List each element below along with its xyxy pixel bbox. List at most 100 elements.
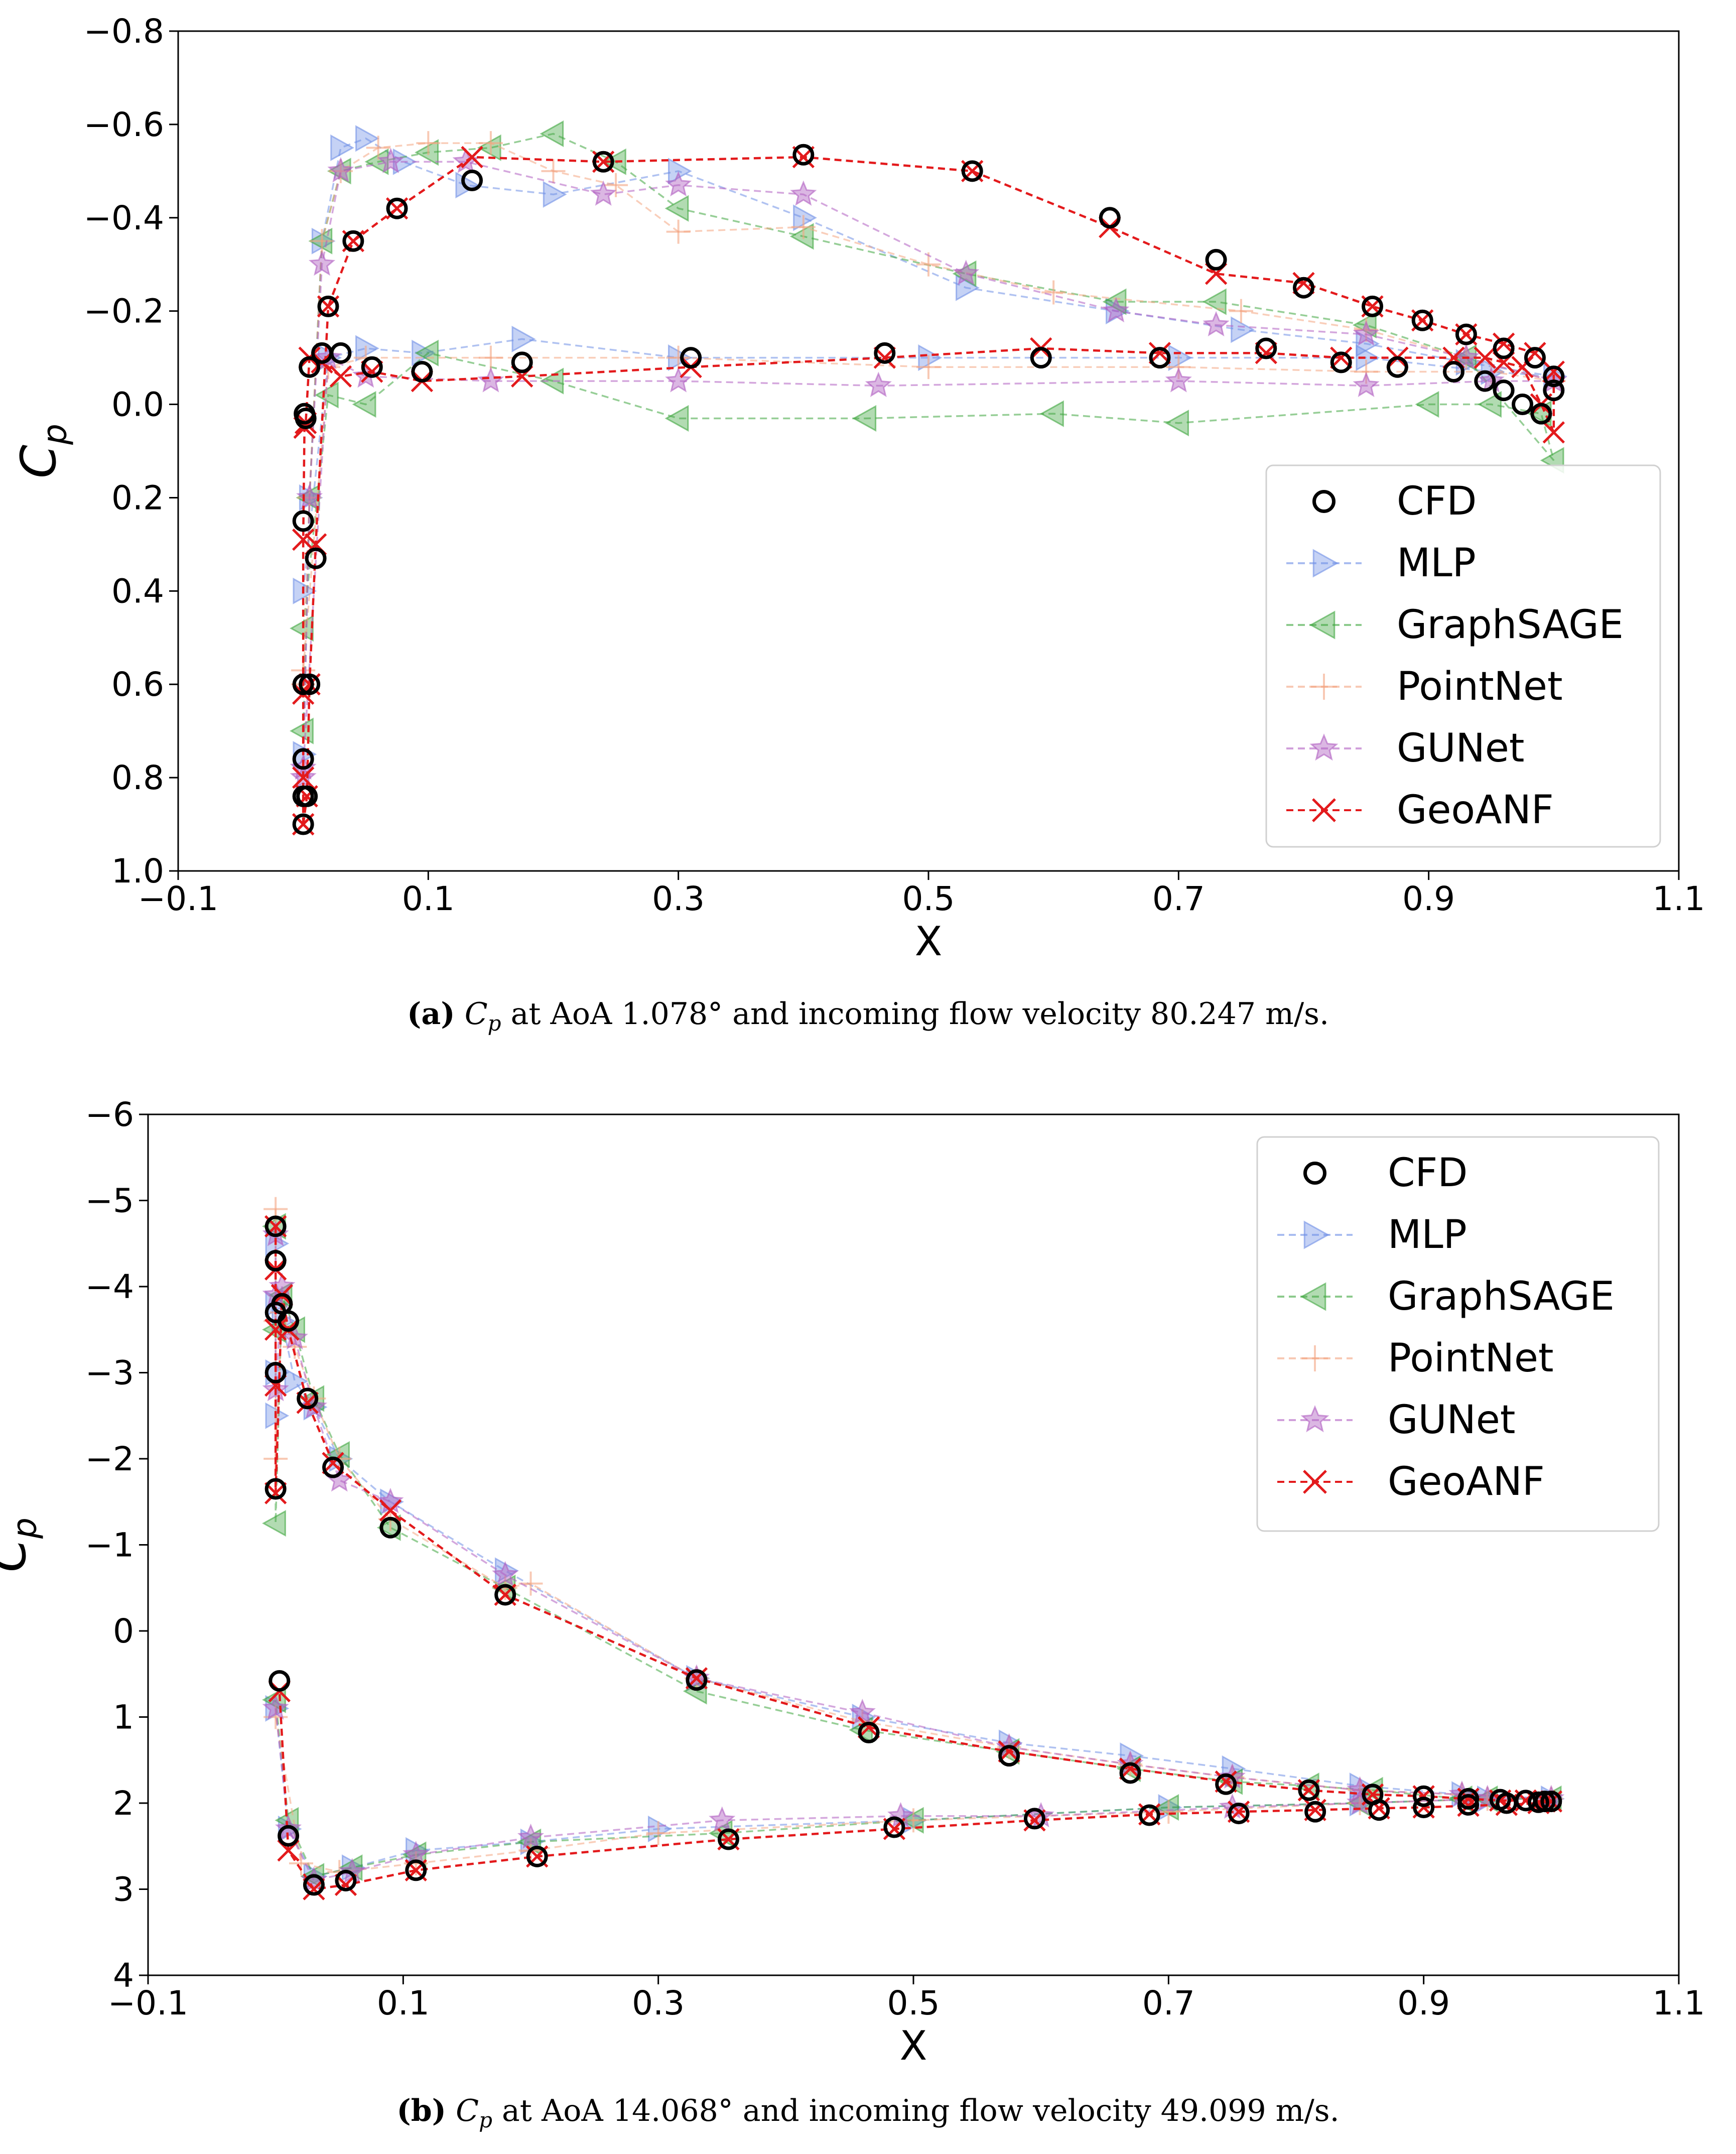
chart-a-gunet-point <box>865 371 892 397</box>
chart-a-geoanf-point <box>1255 342 1277 364</box>
chart-b-cfd-point <box>883 1816 905 1838</box>
chart-b-x-tick-label: 0.7 <box>1142 1984 1195 2022</box>
chart-b-cfd-point <box>1457 1794 1480 1816</box>
chart-a-pointnet-point <box>366 136 390 160</box>
chart-a-cfd-point <box>292 510 314 532</box>
chart-a-cfd-point <box>1530 403 1552 425</box>
chart-a-cfd-point <box>792 144 815 166</box>
chart-a-x-tick-label: 1.1 <box>1653 879 1705 918</box>
chart-a-cfd-point <box>292 813 314 835</box>
chart-b-cfd-point <box>1138 1804 1160 1826</box>
chart-a-geoanf-point <box>1330 346 1353 369</box>
chart-a-gunet-line <box>302 161 1554 778</box>
chart-a-cfd-point <box>411 360 433 383</box>
chart-a-cfd-point <box>1293 277 1314 299</box>
chart-b-x-tick-label: 0.3 <box>632 1984 685 2022</box>
chart-a-pointnet-point <box>416 131 441 156</box>
chart-a-x-tick-label: 0.5 <box>902 879 955 918</box>
chart-a-cfd-point <box>1493 337 1515 359</box>
chart-a-cfd-point <box>1455 323 1477 345</box>
chart-a-gunet-point <box>477 367 504 393</box>
chart-b-y-tick-label: 3 <box>113 1870 134 1909</box>
chart-a-gunet-point <box>790 180 817 206</box>
chart-a-y-tick-label: 0.6 <box>111 665 164 704</box>
chart-b-cfd-point <box>1368 1799 1390 1821</box>
chart-a-graphsage-point <box>364 148 389 175</box>
chart-a-legend-label: GUNet <box>1397 726 1524 771</box>
chart-b-x-tick-label: 0.9 <box>1397 1984 1450 2022</box>
chart-a-geoanf-point <box>1542 360 1565 383</box>
chart-b-geoanf-point <box>857 1716 880 1739</box>
chart-a-graphsage-point <box>1165 410 1189 437</box>
chart-a-y-axis-label: Cp <box>11 424 74 478</box>
chart-b-y-tick-label: −5 <box>85 1182 134 1220</box>
chart-a-mlp-point <box>412 339 436 366</box>
chart-a-graphsage-point <box>1202 288 1227 315</box>
chart-b-x-tick-label: 0.5 <box>887 1984 940 2022</box>
chart-a-gunet-point <box>377 148 405 173</box>
chart-a-cfd-point <box>461 169 483 191</box>
chart-a-pointnet-point <box>666 219 691 244</box>
chart-a-y-tick-label: −0.2 <box>84 292 164 331</box>
chart-b-geoanf-point <box>1119 1757 1142 1780</box>
chart-b-cfd-point <box>686 1669 708 1691</box>
chart-b-gunet-point <box>262 1694 289 1720</box>
chart-a-graphsage-point <box>415 339 439 366</box>
chart-b-mlp-point <box>265 1230 290 1257</box>
chart-a-cfd-point <box>592 151 614 173</box>
chart-a-graphsage-point <box>415 139 439 166</box>
chart-a-gunet-point <box>296 483 323 510</box>
chart-b-series-cfd <box>264 1215 1562 1896</box>
chart-a-pointnet-point <box>541 159 566 183</box>
x-icon <box>1303 1470 1327 1494</box>
chart-b-legend-label: CFD <box>1388 1151 1467 1196</box>
chart-panel-b: −0.1 0.1 0.3 0.5 0.7 0.9 1.1 −6 −5 −4 −3 −2 −1 0 1 2 3 4 X… <box>0 1069 1736 2154</box>
chart-b-y-tick-label: −1 <box>85 1526 134 1565</box>
chart-b-x-tick-label: 1.1 <box>1653 1984 1705 2022</box>
chart-a-gunet-point <box>1203 311 1230 337</box>
chart-a-geoanf-point <box>1542 421 1565 444</box>
chart-b-cfd-point <box>1298 1779 1320 1801</box>
chart-b-cfd-point <box>717 1828 739 1850</box>
chart-b-legend-item-geoanf: GeoANF <box>1277 1459 1545 1504</box>
chart-a-cfd-point <box>1512 394 1534 416</box>
chart-b-legend: CFD MLP GraphSAGE PointNet GUNet GeoANF <box>1256 1136 1660 1532</box>
chart-b-cfd-point <box>998 1745 1020 1767</box>
chart-a-cfd-point <box>299 673 321 695</box>
caption-b-cp: C <box>456 2093 479 2128</box>
chart-b-cfd-point <box>858 1721 880 1743</box>
chart-b-legend-label: MLP <box>1388 1212 1467 1257</box>
chart-b-legend-item-pointnet: PointNet <box>1277 1336 1554 1381</box>
caption-b: (b) Cp at AoA 14.068° and incoming flow … <box>0 2093 1736 2132</box>
caption-b-cp-sub: p <box>479 2108 492 2132</box>
chart-a-pointnet-point <box>666 345 691 370</box>
chart-a-mlp-point <box>543 181 567 208</box>
chart-a-gunet-point <box>1353 371 1380 397</box>
chart-b-geoanf-point <box>264 1482 287 1504</box>
chart-a-pointnet-point <box>478 345 503 370</box>
chart-a-mlp-point <box>1356 344 1380 371</box>
chart-a-geoanf-point <box>1492 332 1515 355</box>
chart-a-graphsage-point <box>852 405 877 432</box>
triangle-left-icon <box>1300 1282 1326 1311</box>
chart-b-mlp-point <box>284 1368 309 1395</box>
chart-b-cfd-point <box>264 1215 287 1237</box>
chart-b-y-tick-label: 2 <box>113 1784 134 1823</box>
chart-a-pointnet-point <box>916 355 941 379</box>
chart-a-cfd-point <box>1474 370 1496 392</box>
chart-b-pointnet-point <box>1156 1800 1181 1824</box>
chart-b-gunet-point <box>492 1561 519 1587</box>
chart-a-x-axis-label: X <box>915 918 943 965</box>
chart-a-graphsage-point <box>664 195 689 222</box>
chart-a-y-tick-label: 0.2 <box>111 478 164 517</box>
chart-a-cfd-point <box>294 403 316 425</box>
chart-a-mlp-point <box>918 344 943 371</box>
chart-b-plot-area <box>262 1197 1565 1900</box>
chart-a-gunet-point <box>327 157 354 183</box>
chart-a-graphsage-point <box>664 405 689 432</box>
chart-a-x-tick-label: 0.7 <box>1152 879 1205 918</box>
chart-b-pointnet-point <box>901 1808 925 1833</box>
chart-b-geoanf-point <box>303 1878 325 1900</box>
chart-b-x-tick-label: −0.1 <box>108 1984 188 2022</box>
chart-b-cfd-point <box>405 1859 427 1881</box>
